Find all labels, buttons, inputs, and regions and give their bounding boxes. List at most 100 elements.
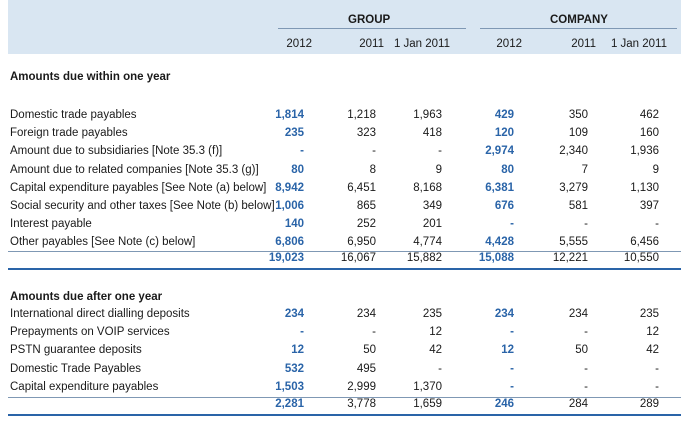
value-cell: 109 [568, 127, 588, 140]
value-cell: - [372, 326, 376, 339]
value-cell: 50 [363, 344, 376, 357]
section-title-after: Amounts due after one year [10, 291, 163, 303]
total-row: 2,281 3,778 1,659 246 284 289 [0, 398, 681, 416]
value-cell: 8 [369, 163, 376, 176]
after-total-rule [8, 414, 681, 416]
value-cell: 581 [568, 200, 588, 212]
value-cell: 9 [652, 163, 659, 176]
total-cell: 19,023 [268, 252, 304, 264]
total-cell: 246 [494, 398, 514, 410]
total-cell: 16,067 [340, 252, 376, 264]
value-cell: 235 [639, 308, 659, 320]
value-cell: 323 [356, 127, 376, 140]
value-cell: 1,814 [275, 109, 304, 121]
value-cell: 4,774 [413, 236, 442, 249]
table-row: Foreign trade payables 235 323 418 120 109 160 [0, 127, 681, 145]
value-cell: - [438, 362, 442, 375]
value-cell: - [300, 326, 304, 339]
value-cell: 6,950 [347, 236, 376, 249]
table-row: Prepayments on VOIP services - - 12 - - 12 [0, 326, 681, 344]
value-cell: 42 [429, 344, 442, 357]
col-group-1jan2011: 1 Jan 2011 [393, 38, 450, 50]
value-cell: 234 [356, 308, 376, 320]
table-row: Other payables [See Note (c) below] 6,806… [0, 236, 681, 254]
col-company-1jan2011: 1 Jan 2011 [610, 38, 667, 50]
row-label: Amount due to subsidiaries [Note 35.3 (f… [10, 145, 223, 158]
total-cell: 2,281 [275, 398, 304, 410]
row-label: Amount due to related companies [Note 35… [10, 163, 259, 176]
table-row: Capital expenditure payables 1,503 2,999 1,… [0, 381, 681, 399]
value-cell: 12 [501, 344, 514, 357]
value-cell: 1,130 [630, 181, 659, 194]
value-cell: 1,370 [413, 380, 442, 393]
total-cell: 15,882 [406, 252, 442, 264]
row-label: Domestic trade payables [10, 109, 137, 121]
table-header: GROUP COMPANY 2012 2011 1 Jan 2011 2012 … [8, 0, 681, 54]
value-cell: 1,963 [413, 109, 442, 121]
value-cell: 9 [435, 163, 442, 176]
value-cell: 418 [422, 127, 442, 140]
value-cell: - [510, 362, 514, 375]
value-cell: - [300, 145, 304, 158]
value-cell: 397 [639, 200, 659, 212]
value-cell: 532 [284, 362, 304, 375]
value-cell: 1,503 [275, 380, 304, 393]
total-cell: 289 [639, 398, 659, 410]
value-cell: - [372, 145, 376, 158]
row-label: International direct dialling deposits [10, 308, 190, 320]
value-cell: 4,428 [485, 236, 514, 249]
table-row: Interest payable 140 252 201 - - - [0, 218, 681, 236]
value-cell: - [655, 218, 659, 231]
row-label: Domestic Trade Payables [10, 362, 142, 375]
value-cell: 7 [581, 163, 588, 176]
value-cell: 6,456 [630, 236, 659, 249]
value-cell: 5,555 [559, 236, 588, 249]
value-cell: - [655, 362, 659, 375]
value-cell: 1,936 [630, 145, 659, 158]
value-cell: 234 [568, 308, 588, 320]
col-company-2011: 2011 [571, 38, 596, 50]
value-cell: 12 [291, 344, 304, 357]
value-cell: 80 [501, 163, 514, 176]
row-label: Interest payable [10, 218, 92, 231]
table-row: Amount due to related companies [Note 35… [0, 164, 681, 182]
value-cell: 1,006 [275, 200, 304, 212]
value-cell: 140 [284, 218, 304, 231]
value-cell: 865 [356, 200, 376, 212]
value-cell: - [584, 218, 588, 231]
value-cell: 201 [422, 218, 442, 231]
value-cell: - [584, 326, 588, 339]
row-label: Capital expenditure payables [See Note (… [10, 181, 267, 194]
value-cell: 2,974 [485, 145, 514, 158]
total-cell: 1,659 [413, 398, 442, 410]
divider [8, 397, 681, 398]
table-row: Social security and other taxes [See Not… [0, 200, 681, 218]
col-group-2012: 2012 [286, 38, 312, 50]
group-rule [278, 28, 466, 29]
value-cell: - [510, 326, 514, 339]
company-heading: COMPANY [550, 14, 608, 26]
value-cell: - [438, 145, 442, 158]
value-cell: 234 [284, 308, 304, 320]
value-cell: - [655, 380, 659, 393]
value-cell: 8,168 [413, 181, 442, 194]
row-label: Foreign trade payables [10, 127, 128, 140]
value-cell: 234 [494, 308, 514, 320]
divider [8, 251, 681, 252]
value-cell: 252 [356, 218, 376, 231]
value-cell: 235 [422, 308, 442, 320]
row-label: PSTN guarantee deposits [10, 344, 142, 357]
value-cell: - [584, 380, 588, 393]
table-row: International direct dialling deposits 23… [0, 308, 681, 326]
value-cell: 6,451 [347, 181, 376, 194]
total-cell: 284 [568, 398, 588, 410]
value-cell: 462 [639, 109, 659, 121]
value-cell: 120 [494, 127, 514, 140]
value-cell: 160 [639, 127, 659, 140]
value-cell: 12 [429, 326, 442, 339]
row-label: Prepayments on VOIP services [10, 326, 170, 339]
col-company-2012: 2012 [496, 38, 522, 50]
row-label: Capital expenditure payables [10, 380, 159, 393]
total-cell: 12,221 [552, 252, 588, 264]
